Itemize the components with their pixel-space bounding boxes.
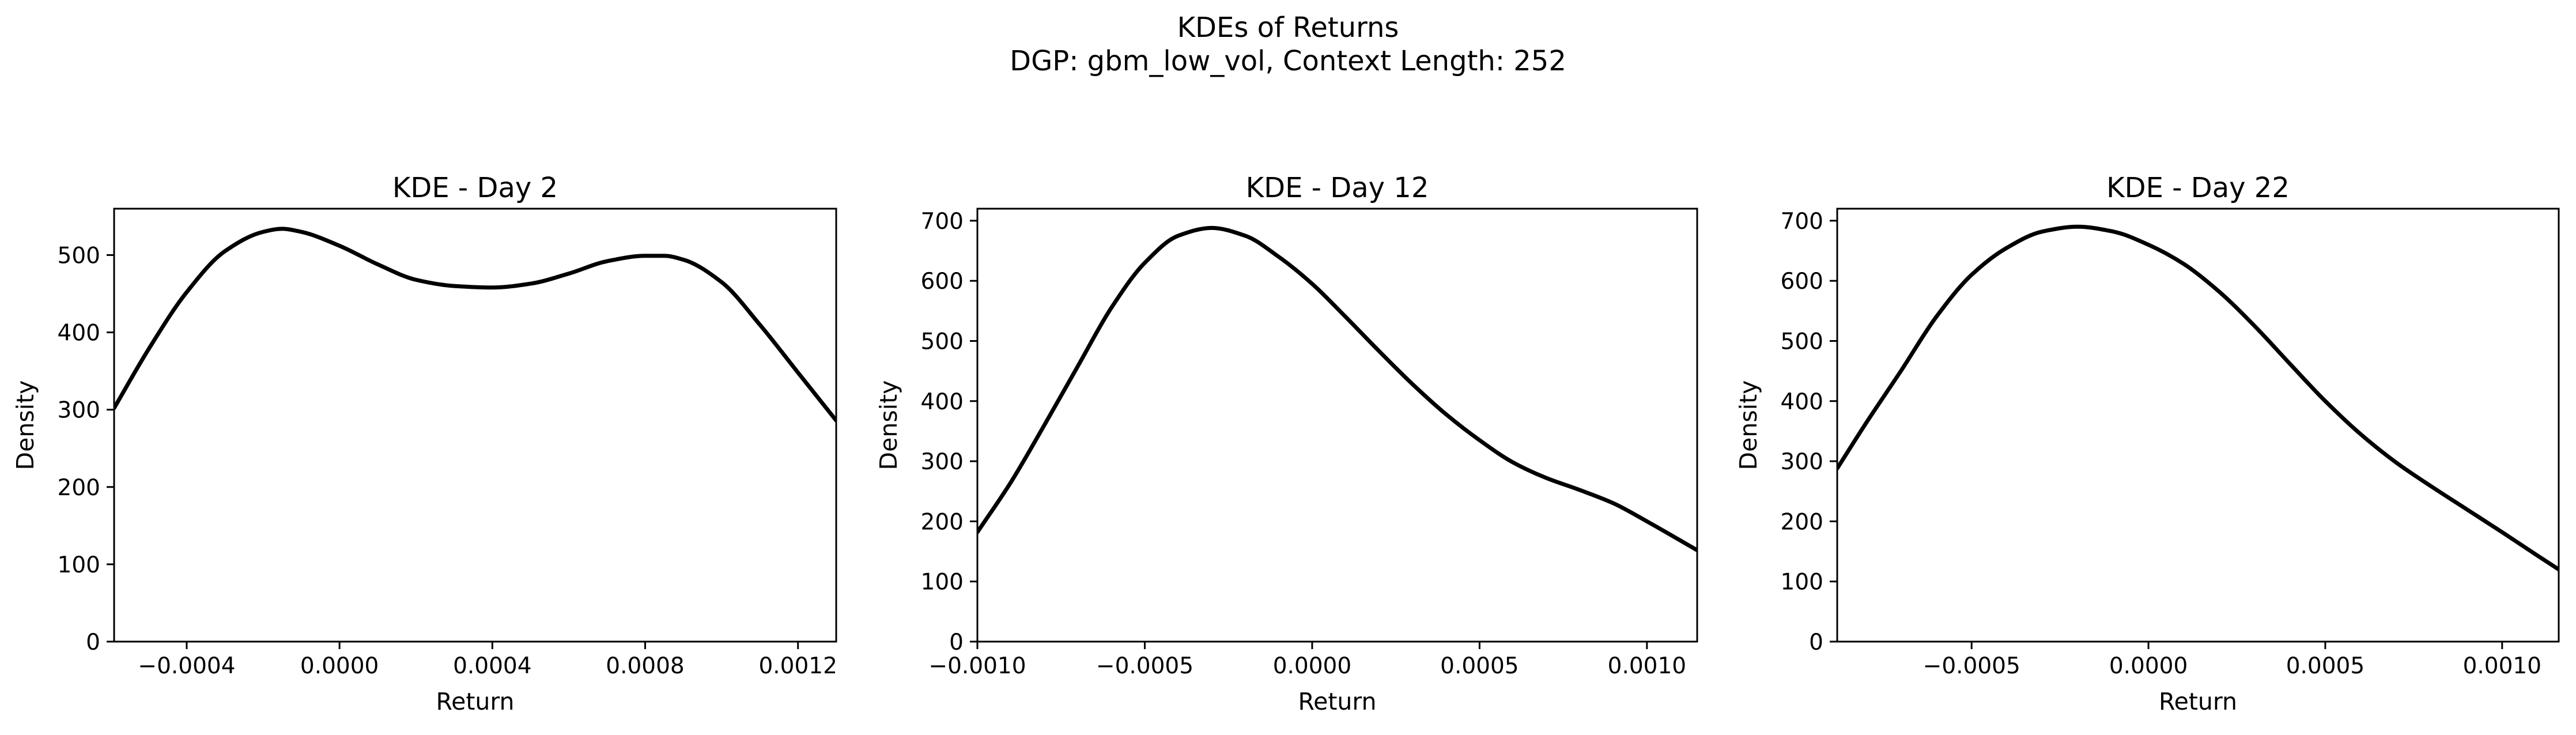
x-tick-label: 0.0000: [300, 653, 379, 679]
x-tick-label: 0.0004: [453, 653, 531, 679]
x-tick-label: 0.0005: [2286, 653, 2365, 679]
kde-panel-day-12: KDE - Day 12 −0.0010 −0.0005 0.0000 0.0005 0.…: [875, 172, 1698, 715]
y-tick-label: 500: [921, 329, 964, 355]
x-tick-label: −0.0005: [1923, 653, 2020, 679]
x-tick-label: −0.0010: [928, 653, 1026, 679]
x-tick-label: 0.0000: [1273, 653, 1351, 679]
x-axis-label: Return: [436, 688, 514, 715]
x-tick-label: −0.0004: [138, 653, 235, 679]
panel-title: KDE - Day 12: [1246, 172, 1429, 204]
axes-frame: [1836, 208, 2560, 643]
y-tick-label: 700: [921, 209, 964, 235]
y-tick-label: 100: [1781, 570, 1823, 595]
y-tick-label: 200: [1781, 509, 1823, 535]
y-tick-label: 500: [1781, 329, 1823, 355]
y-tick-label: 600: [921, 269, 964, 295]
x-tick-label: 0.0010: [2463, 653, 2541, 679]
y-tick-label: 0: [949, 630, 964, 655]
x-tick-label: 0.0008: [606, 653, 684, 679]
axes-frame: [113, 208, 837, 643]
x-axis-label: Return: [2159, 688, 2237, 715]
y-tick-label: 200: [921, 509, 964, 535]
x-tick-label: 0.0005: [1440, 653, 1519, 679]
kde-panel-day-2: KDE - Day 2 −0.0004 0.0000 0.0004 0.0008 0.00…: [12, 172, 837, 715]
panel-title: KDE - Day 2: [392, 172, 558, 204]
y-tick-label: 700: [1781, 209, 1823, 235]
y-tick-label: 100: [58, 552, 100, 578]
y-tick-label: 0: [86, 630, 100, 655]
x-tick-label: 0.0012: [758, 653, 837, 679]
y-axis-label: Density: [875, 380, 902, 470]
kde-panel-day-22: KDE - Day 22 −0.0005 0.0000 0.0005 0.0010 0 10…: [1735, 172, 2560, 715]
x-tick-label: −0.0005: [1096, 653, 1193, 679]
x-tick-label: 0.0000: [2109, 653, 2188, 679]
y-tick-label: 400: [1781, 389, 1823, 415]
y-tick-label: 300: [58, 398, 100, 424]
kde-curve: [114, 227, 836, 423]
y-axis-label: Density: [1735, 380, 1762, 470]
y-tick-label: 600: [1781, 269, 1823, 295]
figure-title: KDEs of Returns: [1177, 12, 1399, 44]
kde-curve: [977, 225, 1697, 552]
y-tick-label: 400: [921, 389, 964, 415]
panel-title: KDE - Day 22: [2106, 172, 2290, 204]
y-tick-label: 400: [58, 321, 100, 346]
y-axis-label: Density: [12, 380, 39, 470]
x-tick-label: 0.0010: [1608, 653, 1686, 679]
y-tick-label: 200: [58, 475, 100, 501]
x-axis-label: Return: [1298, 688, 1376, 715]
figure-subtitle: DGP: gbm_low_vol, Context Length: 252: [1010, 45, 1566, 77]
axes-frame: [976, 208, 1698, 643]
y-tick-label: 0: [1809, 630, 1823, 655]
y-tick-label: 300: [921, 449, 964, 475]
y-tick-label: 500: [58, 243, 100, 269]
y-tick-label: 300: [1781, 449, 1823, 475]
y-tick-label: 100: [921, 570, 964, 595]
kde-curve: [1837, 224, 2559, 572]
